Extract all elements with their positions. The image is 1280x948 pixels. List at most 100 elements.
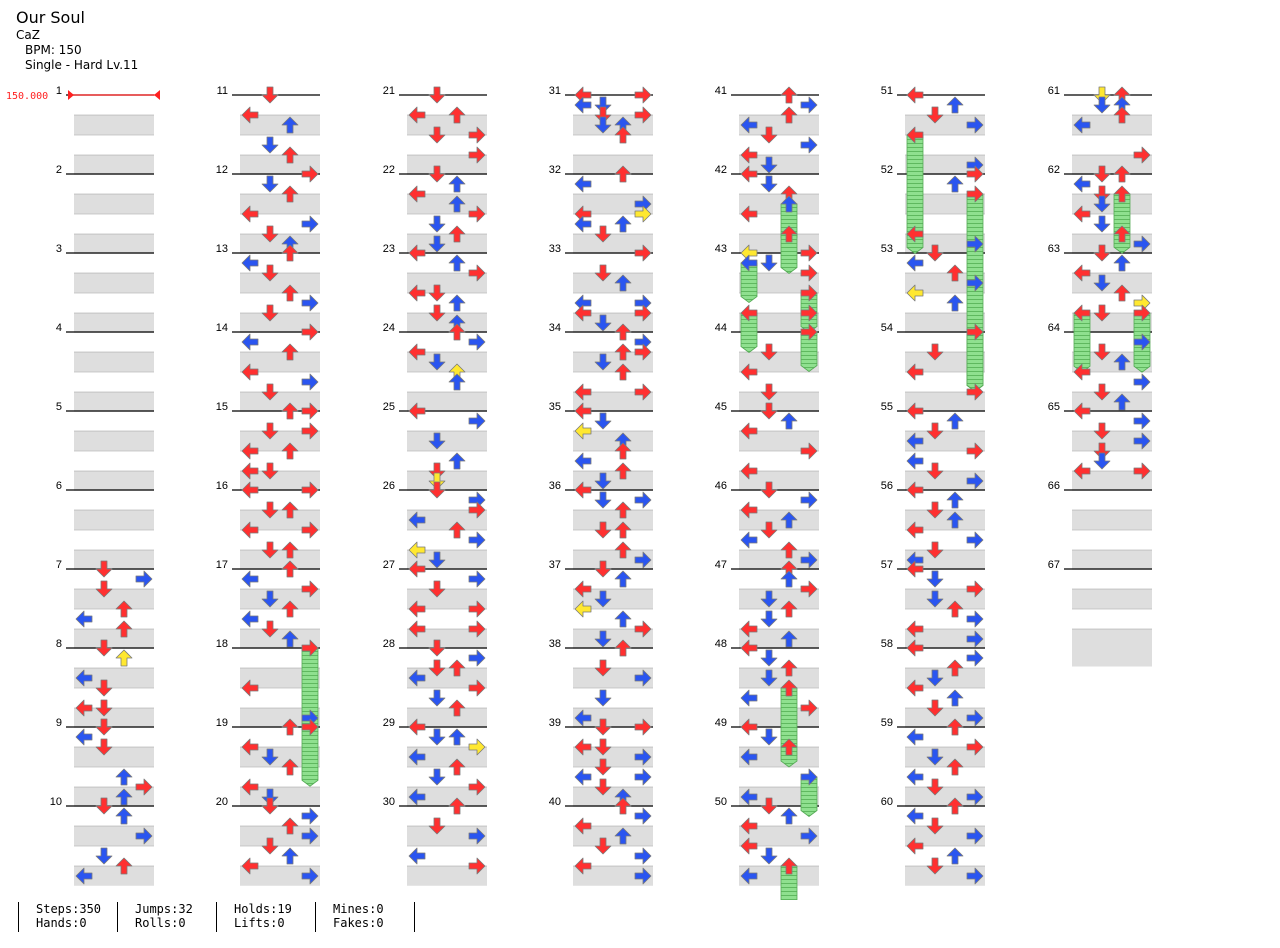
arrow-up-icon: [281, 185, 299, 203]
arrow-right-icon: [966, 274, 984, 292]
measure-number: 24: [383, 322, 395, 334]
beat-band: [905, 313, 985, 333]
arrow-up-icon: [448, 797, 466, 815]
arrow-right-icon: [634, 867, 652, 885]
arrow-left-icon: [906, 402, 924, 420]
measure-number: 56: [881, 480, 893, 492]
arrow-up-icon: [115, 600, 133, 618]
arrow-down-icon: [594, 718, 612, 736]
arrow-right-icon: [966, 709, 984, 727]
arrow-down-icon: [760, 797, 778, 815]
arrow-right-icon: [966, 116, 984, 134]
beat-band: [739, 629, 819, 649]
stat-lifts: Lifts:0: [234, 916, 285, 930]
arrow-left-icon: [408, 284, 426, 302]
arrow-down-icon: [428, 817, 446, 835]
arrow-left-icon: [906, 521, 924, 539]
arrow-left-icon: [740, 718, 758, 736]
arrow-left-icon: [740, 462, 758, 480]
arrow-up-icon: [780, 86, 798, 104]
arrow-left-icon: [241, 205, 259, 223]
beat-band: [240, 135, 320, 155]
arrow-right-icon: [966, 630, 984, 648]
arrow-left-icon: [906, 679, 924, 697]
arrow-right-icon: [634, 86, 652, 104]
song-artist: CaZ: [16, 28, 40, 42]
beat-band: [573, 886, 653, 900]
beat-band: [1072, 194, 1152, 214]
beat-band: [739, 273, 819, 293]
arrow-up-icon: [115, 857, 133, 875]
beat-band: [573, 688, 653, 708]
arrow-right-icon: [301, 323, 319, 341]
arrow-up-icon: [946, 797, 964, 815]
arrow-up-icon: [448, 659, 466, 677]
measure-number: 2: [56, 164, 62, 176]
arrow-right-icon: [966, 580, 984, 598]
measure-number: 53: [881, 243, 893, 255]
arrow-left-icon: [241, 570, 259, 588]
beat-band: [407, 747, 487, 767]
arrow-left-icon: [906, 126, 924, 144]
beat-band: [240, 214, 320, 234]
arrow-right-icon: [468, 570, 486, 588]
arrow-left-icon: [408, 541, 426, 559]
beat-band: [739, 609, 819, 629]
beat-band: [905, 175, 985, 195]
arrow-down-icon: [261, 264, 279, 282]
arrow-right-icon: [634, 304, 652, 322]
arrow-left-icon: [906, 432, 924, 450]
arrow-down-icon: [594, 96, 612, 114]
beat-band: [905, 609, 985, 629]
arrow-down-icon: [926, 462, 944, 480]
beat-band: [573, 471, 653, 491]
arrow-left-icon: [740, 205, 758, 223]
arrow-right-icon: [1133, 146, 1151, 164]
beat-band: [240, 412, 320, 432]
hold-body: [1113, 193, 1131, 254]
arrow-right-icon: [966, 472, 984, 490]
arrow-up-icon: [614, 215, 632, 233]
beat-band: [74, 826, 154, 846]
arrow-down-icon: [95, 560, 113, 578]
arrow-down-icon: [1093, 343, 1111, 361]
arrow-down-icon: [428, 165, 446, 183]
arrow-down-icon: [428, 639, 446, 657]
measure-number: 3: [56, 243, 62, 255]
arrow-right-icon: [301, 294, 319, 312]
arrow-down-icon: [1093, 422, 1111, 440]
beat-band: [407, 254, 487, 274]
arrow-right-icon: [1133, 333, 1151, 351]
beat-band: [739, 886, 819, 900]
arrow-down-icon: [428, 728, 446, 746]
beat-band: [573, 234, 653, 254]
beat-band: [407, 194, 487, 214]
measure-number: 19: [216, 717, 228, 729]
stat-holds: Holds:19: [234, 902, 292, 916]
arrow-left-icon: [906, 768, 924, 786]
beat-band: [905, 254, 985, 274]
arrow-down-icon: [1093, 86, 1111, 104]
beat-band: [407, 135, 487, 155]
beat-band: [407, 293, 487, 313]
song-title: Our Soul: [16, 8, 85, 27]
beat-band: [74, 866, 154, 886]
beat-band: [1072, 155, 1152, 175]
beat-band: [74, 570, 154, 590]
arrow-left-icon: [1073, 205, 1091, 223]
beat-band: [407, 787, 487, 807]
beat-band: [74, 688, 154, 708]
beat-band: [573, 352, 653, 372]
arrow-up-icon: [614, 165, 632, 183]
arrow-left-icon: [906, 807, 924, 825]
beat-band: [573, 649, 653, 669]
arrow-down-icon: [926, 244, 944, 262]
arrow-right-icon: [634, 718, 652, 736]
measure-number: 17: [216, 559, 228, 571]
measure-number: 41: [715, 85, 727, 97]
beat-band: [739, 392, 819, 412]
beat-band: [407, 708, 487, 728]
measure-number: 13: [216, 243, 228, 255]
arrow-down-icon: [760, 590, 778, 608]
arrow-right-icon: [966, 788, 984, 806]
